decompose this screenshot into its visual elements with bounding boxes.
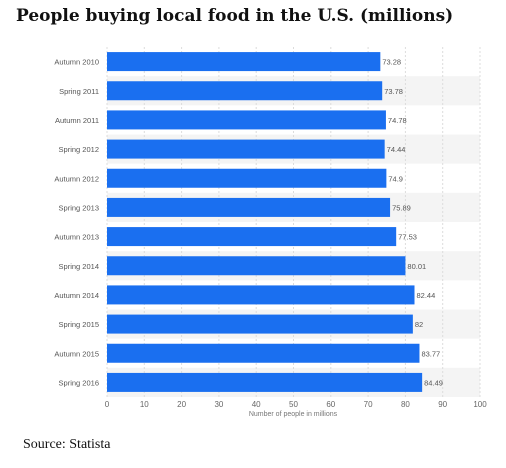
bar [107,81,383,101]
bar [107,256,406,276]
chart-title: People buying local food in the U.S. (mi… [16,6,454,26]
category-labels: Autumn 2010 Spring 2011 Autumn 2011 Spring … [54,58,99,388]
value-label: 84.49 [424,378,443,387]
value-label: 82.44 [417,291,436,300]
bar [107,343,420,363]
value-labels: 73.28 73.78 74.78 74.44 74.9 75.89 77.53 80.01 8… [382,58,443,388]
bar [107,52,381,72]
category-label: Spring 2013 [59,203,99,212]
category-label: Autumn 2014 [54,291,99,300]
x-tick-label: 20 [177,400,186,409]
bar [107,285,415,305]
bar [107,372,423,392]
x-tick-label: 90 [438,400,447,409]
x-axis-label: Number of people in millions [249,411,338,418]
bar-chart: Autumn 2010 Spring 2011 Autumn 2011 Spring … [54,47,487,418]
x-tick-label: 80 [401,400,410,409]
category-label: Autumn 2011 [55,116,99,125]
value-label: 73.28 [382,58,401,67]
category-label: Autumn 2010 [54,58,99,67]
category-label: Spring 2012 [59,145,99,154]
x-tick-label: 60 [326,400,335,409]
bar [107,139,385,159]
value-label: 75.89 [392,203,411,212]
category-label: Autumn 2015 [54,349,99,358]
category-label: Spring 2011 [59,87,99,96]
value-label: 83.77 [421,349,440,358]
source-note: Source: Statista [23,437,111,452]
x-tick-label: 30 [214,400,223,409]
x-tick-label: 50 [289,400,298,409]
value-label: 80.01 [407,262,426,271]
value-label: 77.53 [398,233,417,242]
value-label: 82 [415,320,423,329]
category-label: Spring 2015 [59,320,99,329]
value-label: 74.9 [388,174,403,183]
x-tick-label: 10 [140,400,149,409]
category-label: Spring 2014 [59,262,99,271]
category-label: Autumn 2013 [54,233,99,242]
x-tick-labels: 0 10 20 30 40 50 60 70 80 90 100 [105,400,487,409]
value-label: 74.78 [388,116,407,125]
x-tick-label: 100 [473,400,487,409]
bar [107,314,413,334]
bar [107,227,397,247]
x-tick-label: 70 [364,400,373,409]
category-label: Autumn 2012 [54,174,99,183]
bar [107,110,386,130]
bars [107,52,423,392]
bar [107,197,391,217]
category-label: Spring 2016 [59,378,99,387]
bar [107,168,387,188]
x-tick-label: 0 [105,400,110,409]
x-tick-label: 40 [252,400,261,409]
value-label: 73.78 [384,87,403,96]
value-label: 74.44 [387,145,406,154]
